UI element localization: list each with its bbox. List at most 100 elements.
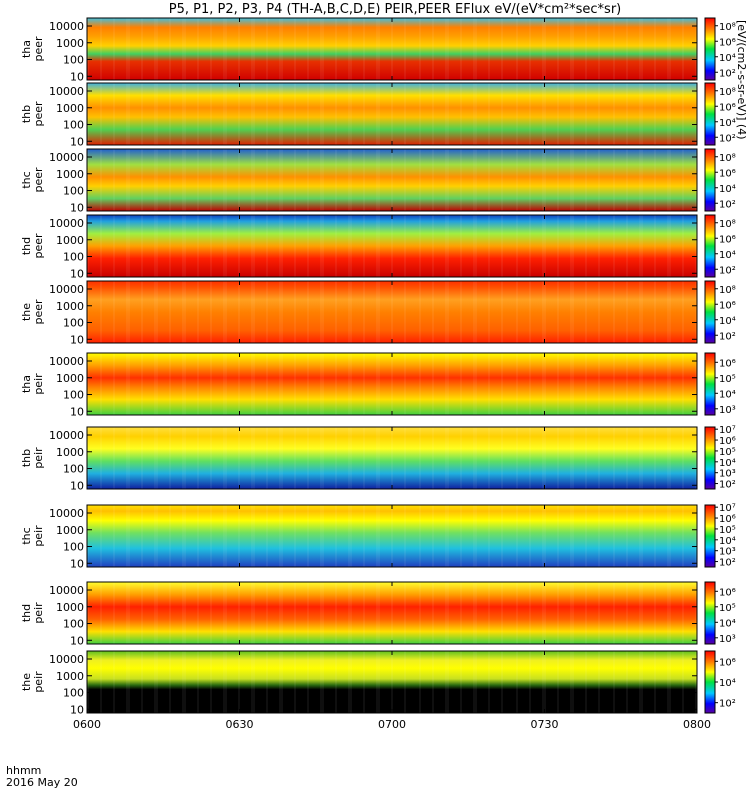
texture-stripe xyxy=(695,281,697,343)
texture-stripe xyxy=(613,582,615,644)
texture-stripe xyxy=(557,651,559,713)
texture-stripe xyxy=(669,18,671,80)
texture-stripe xyxy=(87,18,89,80)
texture-stripe xyxy=(529,83,531,145)
texture-stripe xyxy=(667,505,669,567)
y-tick-label: 10 xyxy=(70,557,84,570)
colorbar xyxy=(704,581,716,645)
texture-stripe xyxy=(391,215,393,277)
texture-stripe xyxy=(87,427,89,489)
texture-stripe xyxy=(391,281,393,343)
texture-stripe xyxy=(669,281,671,343)
texture-stripe xyxy=(404,651,406,713)
y-tick-label: 1000 xyxy=(56,670,84,683)
texture-stripe xyxy=(419,651,421,713)
texture-stripe xyxy=(363,505,365,567)
texture-stripe xyxy=(294,18,296,80)
texture-stripe xyxy=(639,582,641,644)
colorbar-tick-label: 10⁸ xyxy=(719,22,736,33)
colorbar-tick-label: 10³ xyxy=(719,469,736,480)
texture-stripe xyxy=(598,18,600,80)
texture-stripe xyxy=(251,582,253,644)
y-tick-label: 100 xyxy=(63,185,84,198)
colorbar-tick-label: 10⁴ xyxy=(719,618,736,629)
texture-stripe xyxy=(281,149,283,211)
texture-stripe xyxy=(542,281,544,343)
texture-stripe xyxy=(473,83,475,145)
texture-stripe xyxy=(141,505,143,567)
colorbar xyxy=(704,352,716,416)
texture-stripe xyxy=(210,651,212,713)
colorbar-tick-label: 10² xyxy=(719,265,736,276)
texture-stripe xyxy=(281,215,283,277)
colorbar xyxy=(704,148,716,212)
texture-stripe xyxy=(654,651,656,713)
colorbar-tick-label: 10⁵ xyxy=(719,374,736,385)
texture-stripe xyxy=(432,427,434,489)
texture-stripe xyxy=(113,215,115,277)
texture-stripe xyxy=(516,83,518,145)
texture-stripe xyxy=(87,83,89,145)
texture-stripe xyxy=(154,83,156,145)
texture-stripe xyxy=(626,505,628,567)
texture-stripe xyxy=(542,353,544,415)
texture-stripe xyxy=(447,582,449,644)
texture-stripe xyxy=(378,582,380,644)
texture-stripe xyxy=(529,353,531,415)
texture-stripe xyxy=(184,18,186,80)
texture-stripe xyxy=(529,18,531,80)
texture-stripe xyxy=(320,353,322,415)
colorbar-tick-label: 10⁸ xyxy=(719,285,736,296)
texture-stripe xyxy=(348,83,350,145)
texture-stripe xyxy=(113,505,115,567)
texture-stripe xyxy=(322,18,324,80)
texture-stripe xyxy=(641,505,643,567)
texture-stripe xyxy=(182,18,184,80)
spectrogram-image xyxy=(87,83,697,145)
texture-stripe xyxy=(307,83,309,145)
texture-stripe xyxy=(87,149,89,211)
texture-stripe xyxy=(626,18,628,80)
y-tick-label: 10 xyxy=(70,333,84,346)
texture-stripe xyxy=(100,149,102,211)
texture-stripe xyxy=(376,427,378,489)
y-tick-label: 1000 xyxy=(56,234,84,247)
texture-stripe xyxy=(184,505,186,567)
texture-stripe xyxy=(307,215,309,277)
texture-stripe xyxy=(501,353,503,415)
y-tick-label: 100 xyxy=(63,463,84,476)
texture-stripe xyxy=(626,651,628,713)
texture-stripe xyxy=(141,18,143,80)
y-tick-label: 10000 xyxy=(49,507,84,520)
texture-stripe xyxy=(350,281,352,343)
texture-stripe xyxy=(488,505,490,567)
texture-stripe xyxy=(266,149,268,211)
texture-stripe xyxy=(667,582,669,644)
texture-stripe xyxy=(279,215,281,277)
texture-stripe xyxy=(335,281,337,343)
texture-stripe xyxy=(322,281,324,343)
y-tick-label: 1000 xyxy=(56,37,84,50)
texture-stripe xyxy=(544,215,546,277)
colorbar-tick-label: 10³ xyxy=(719,405,736,416)
texture-stripe xyxy=(488,651,490,713)
texture-stripe xyxy=(156,149,158,211)
texture-stripe xyxy=(585,651,587,713)
texture-stripe xyxy=(169,83,171,145)
colorbar-tick-label: 10⁴ xyxy=(719,53,736,64)
texture-stripe xyxy=(335,505,337,567)
texture-stripe xyxy=(475,83,477,145)
texture-stripe xyxy=(695,353,697,415)
texture-stripe xyxy=(488,215,490,277)
texture-stripe xyxy=(391,83,393,145)
texture-stripe xyxy=(542,505,544,567)
panel-label-product: peer xyxy=(32,233,45,259)
texture-stripe xyxy=(126,427,128,489)
y-tick-label: 10000 xyxy=(49,584,84,597)
texture-stripe xyxy=(667,353,669,415)
texture-stripe xyxy=(113,149,115,211)
texture-stripe xyxy=(432,83,434,145)
texture-stripe xyxy=(544,149,546,211)
texture-stripe xyxy=(682,427,684,489)
texture-stripe xyxy=(572,582,574,644)
